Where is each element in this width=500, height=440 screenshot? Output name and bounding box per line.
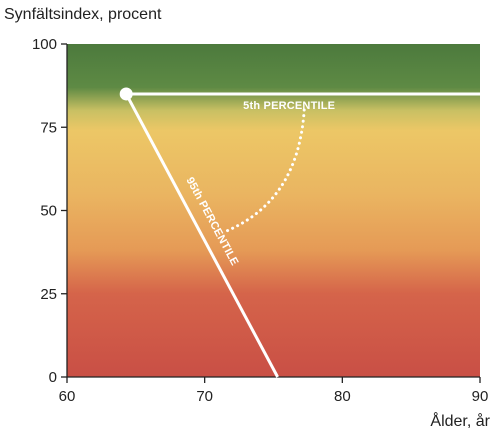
x-tick-label: 70 (196, 388, 213, 405)
y-axis-title: Synfältsindex, procent (4, 6, 162, 23)
x-tick-label: 60 (59, 388, 76, 405)
y-tick-label: 50 (40, 203, 57, 220)
x-tick-label: 80 (334, 388, 351, 405)
y-tick-label: 0 (49, 369, 57, 386)
y-tick-label: 100 (32, 36, 57, 53)
y-tick-label: 25 (40, 286, 57, 303)
x-axis-title: Ålder, år (430, 411, 490, 430)
plot-background (67, 44, 480, 377)
series-label-5th-percentile: 5th PERCENTILE (243, 100, 335, 112)
start-point-marker (119, 87, 133, 101)
y-tick-label: 75 (40, 119, 57, 136)
x-tick-label: 90 (472, 388, 489, 405)
series-line-95th-percentile (124, 93, 279, 378)
